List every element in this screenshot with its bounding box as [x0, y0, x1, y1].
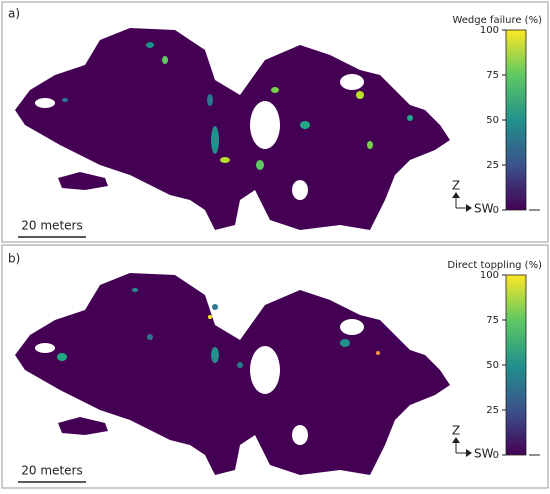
colorbar [505, 29, 527, 211]
panel-annotations: a) Wedge failure (%) 0 25 50 75 100 20 meters ZS… [8, 7, 542, 238]
panel-a [1, 1, 549, 243]
axis-right-label: SW [474, 447, 494, 461]
colorbar-tick-label: 50 [486, 115, 499, 126]
panel-frame [1, 244, 549, 489]
scale-bar-label: 20 meters [21, 464, 82, 478]
colorbar-tick-label: 75 [486, 70, 499, 81]
colorbar-tick-label: 0 [493, 205, 499, 216]
axis-up-label: Z [452, 179, 460, 193]
hotspots [57, 288, 380, 368]
colorbar-tick-label: 100 [480, 270, 499, 281]
rock-mass [15, 28, 450, 230]
colorbar-tick-label: 50 [486, 360, 499, 371]
colorbar-title: Direct toppling (%) [447, 260, 542, 271]
panel-label: b) [8, 252, 20, 266]
panel-frame [1, 1, 549, 243]
axis-right-label: SW [474, 202, 494, 216]
scale-bar-label: 20 meters [21, 219, 82, 233]
colorbar-tick-label: 100 [480, 25, 499, 36]
colorbar-tick-label: 0 [493, 450, 499, 461]
axis-up-label: Z [452, 424, 460, 438]
hotspots [62, 42, 413, 170]
colorbar-tick-label: 75 [486, 315, 499, 326]
arrow-up [452, 192, 460, 198]
panel-label: a) [8, 7, 20, 21]
arrow-up [452, 437, 460, 443]
arrow-right [466, 449, 472, 457]
rock-mass [15, 273, 450, 475]
panel-b [1, 244, 549, 489]
arrow-right [466, 204, 472, 212]
panel-annotations: b) Direct toppling (%) 0 25 50 75 100 20 meters… [8, 252, 542, 483]
colorbar-title: Wedge failure (%) [452, 15, 542, 26]
colorbar-tick-label: 25 [486, 405, 499, 416]
colorbar-tick-label: 25 [486, 160, 499, 171]
colorbar [505, 274, 527, 456]
